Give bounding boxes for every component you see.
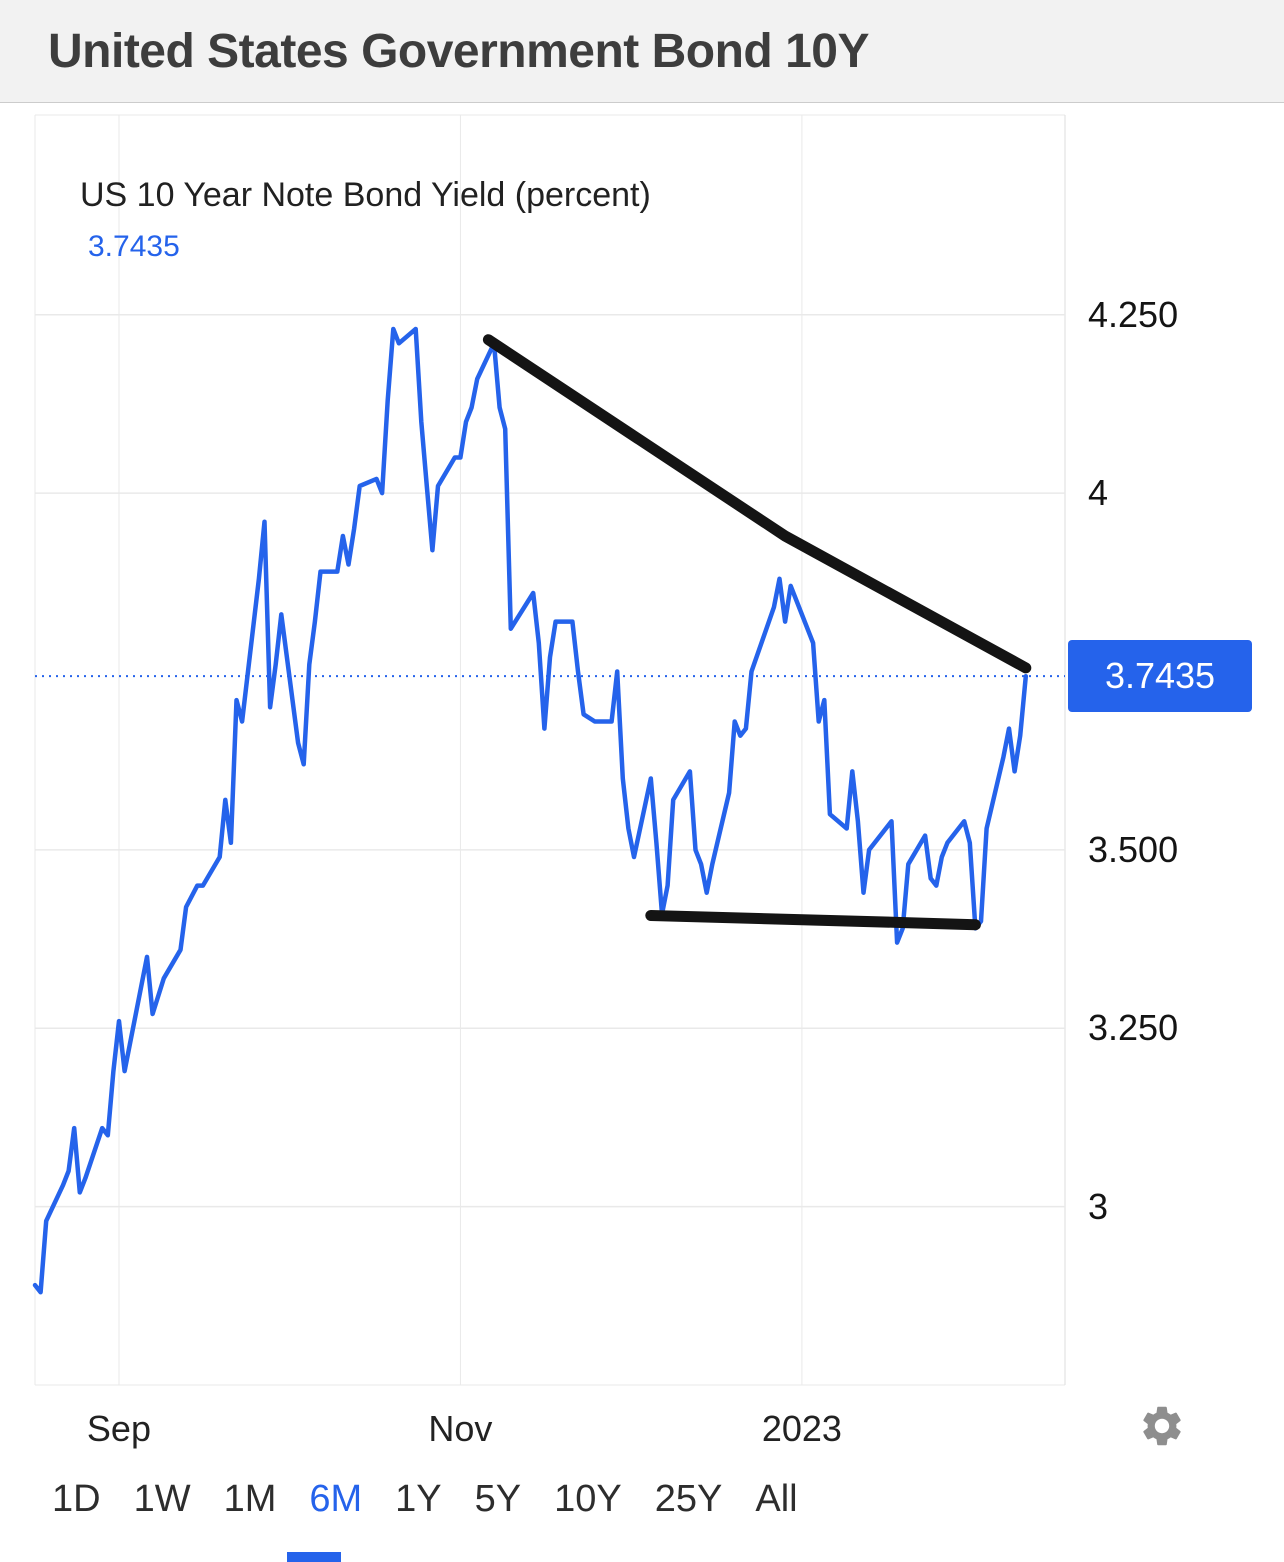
range-option-1d[interactable]: 1D <box>52 1478 101 1520</box>
range-option-all[interactable]: All <box>755 1478 798 1520</box>
range-selector: 1D 1W 1M 6M 1Y 5Y 10Y 25Y All <box>52 1478 798 1521</box>
chart-series-title: US 10 Year Note Bond Yield (percent) <box>80 176 651 214</box>
range-option-1m[interactable]: 1M <box>223 1478 277 1520</box>
range-option-1y[interactable]: 1Y <box>395 1478 442 1520</box>
gear-icon <box>1143 1406 1181 1446</box>
settings-button[interactable] <box>1138 1402 1186 1450</box>
page-title: United States Government Bond 10Y <box>48 25 870 78</box>
range-option-1w[interactable]: 1W <box>133 1478 191 1520</box>
bottom-accent-bar <box>287 1552 341 1562</box>
range-option-10y[interactable]: 10Y <box>554 1478 622 1520</box>
chart-current-value-text: 3.7435 <box>88 230 180 263</box>
range-option-5y[interactable]: 5Y <box>474 1478 522 1520</box>
page-header: United States Government Bond 10Y <box>0 0 1284 103</box>
range-option-25y[interactable]: 25Y <box>654 1478 723 1520</box>
range-option-6m[interactable]: 6M <box>309 1478 363 1520</box>
current-price-badge: 3.7435 <box>1068 640 1252 713</box>
